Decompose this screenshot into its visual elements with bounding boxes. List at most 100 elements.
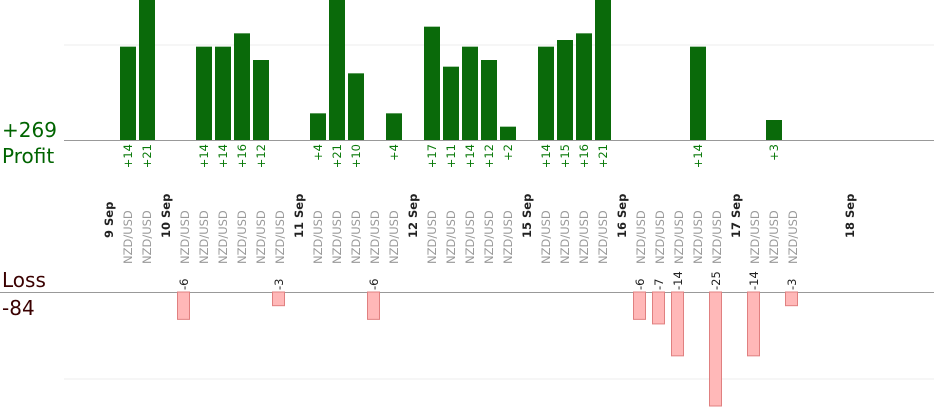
pair-label: NZD/USD [444,210,458,264]
loss-bar [367,291,380,320]
loss-value-label: -6 [177,279,191,290]
profit-value-label: +14 [691,144,705,168]
pair-label: NZD/USD [254,210,268,264]
pair-label: NZD/USD [330,210,344,264]
loss-bar [272,291,285,307]
profit-total: +269 [2,118,57,142]
pair-label: NZD/USD [273,210,287,264]
profit-bar [462,46,478,140]
profit-bar [329,0,345,140]
profit-value-label: +14 [216,144,230,168]
pair-label: NZD/USD [539,210,553,264]
loss-bar [785,291,798,307]
pair-label: NZD/USD [596,210,610,264]
profit-value-label: +16 [577,144,591,168]
loss-bar [747,291,760,357]
pair-label: NZD/USD [767,210,781,264]
profit-value-label: +11 [444,144,458,168]
date-label: 16 Sep [615,194,629,238]
profit-value-label: +12 [254,144,268,168]
pair-label: NZD/USD [672,210,686,264]
profit-value-label: +3 [767,144,781,161]
profit-bar [443,66,459,140]
loss-value-label: -3 [272,279,286,290]
profit-value-label: +21 [330,144,344,168]
profit-bar [120,46,136,140]
pair-label: NZD/USD [786,210,800,264]
pair-label: NZD/USD [482,210,496,264]
profit-value-label: +14 [197,144,211,168]
profit-value-label: +21 [140,144,154,168]
pair-label: NZD/USD [463,210,477,264]
profit-bar [253,60,269,140]
pair-label: NZD/USD [178,210,192,264]
profit-bar [139,0,155,140]
loss-value-label: -25 [709,271,723,290]
profit-value-label: +14 [463,144,477,168]
profit-value-label: +4 [311,144,325,161]
profit-value-label: +16 [235,144,249,168]
date-label: 10 Sep [159,194,173,238]
profit-bar [557,40,573,140]
profit-label: Profit [2,144,55,168]
date-label: 17 Sep [729,194,743,238]
loss-value-label: -6 [367,279,381,290]
profit-bar [538,46,554,140]
profit-bar [386,113,402,140]
pair-label: NZD/USD [748,210,762,264]
loss-bar [652,291,665,325]
profit-bar [481,60,497,140]
loss-total: -84 [2,296,35,320]
profit-bar [424,26,440,141]
profit-value-label: +17 [425,144,439,168]
pair-label: NZD/USD [710,210,724,264]
pair-label: NZD/USD [425,210,439,264]
loss-value-label: -14 [671,271,685,290]
loss-label: Loss [2,268,46,292]
profit-value-label: +14 [539,144,553,168]
pair-label: NZD/USD [216,210,230,264]
profit-bar [196,46,212,140]
profit-bar [215,46,231,140]
pair-label: NZD/USD [577,210,591,264]
profit-bar [766,120,782,140]
loss-bar [671,291,684,357]
loss-bar [177,291,190,320]
profit-bar [500,126,516,140]
profit-bar [595,0,611,140]
pair-label: NZD/USD [558,210,572,264]
profit-value-label: +15 [558,144,572,168]
date-label: 18 Sep [843,194,857,238]
pair-label: NZD/USD [121,210,135,264]
date-label: 9 Sep [102,202,116,238]
profit-value-label: +10 [349,144,363,168]
profit-bar [348,73,364,140]
pair-label: NZD/USD [653,210,667,264]
pair-label: NZD/USD [501,210,515,264]
profit-value-label: +2 [501,144,515,161]
profit-value-label: +12 [482,144,496,168]
profit-value-label: +14 [121,144,135,168]
pair-label: NZD/USD [311,210,325,264]
loss-value-label: -7 [652,279,666,290]
date-label: 15 Sep [520,194,534,238]
date-label: 12 Sep [406,194,420,238]
profit-value-label: +4 [387,144,401,161]
pair-label: NZD/USD [387,210,401,264]
loss-bar [633,291,646,320]
pair-label: NZD/USD [368,210,382,264]
loss-value-label: -3 [785,279,799,290]
loss-value-label: -6 [633,279,647,290]
date-label: 11 Sep [292,194,306,238]
profit-bar [690,46,706,140]
profit-bar [576,33,592,141]
profit-value-label: +21 [596,144,610,168]
pair-label: NZD/USD [634,210,648,264]
pair-label: NZD/USD [140,210,154,264]
pair-label: NZD/USD [691,210,705,264]
profit-bar [234,33,250,141]
pair-label: NZD/USD [235,210,249,264]
loss-bar [709,291,722,407]
